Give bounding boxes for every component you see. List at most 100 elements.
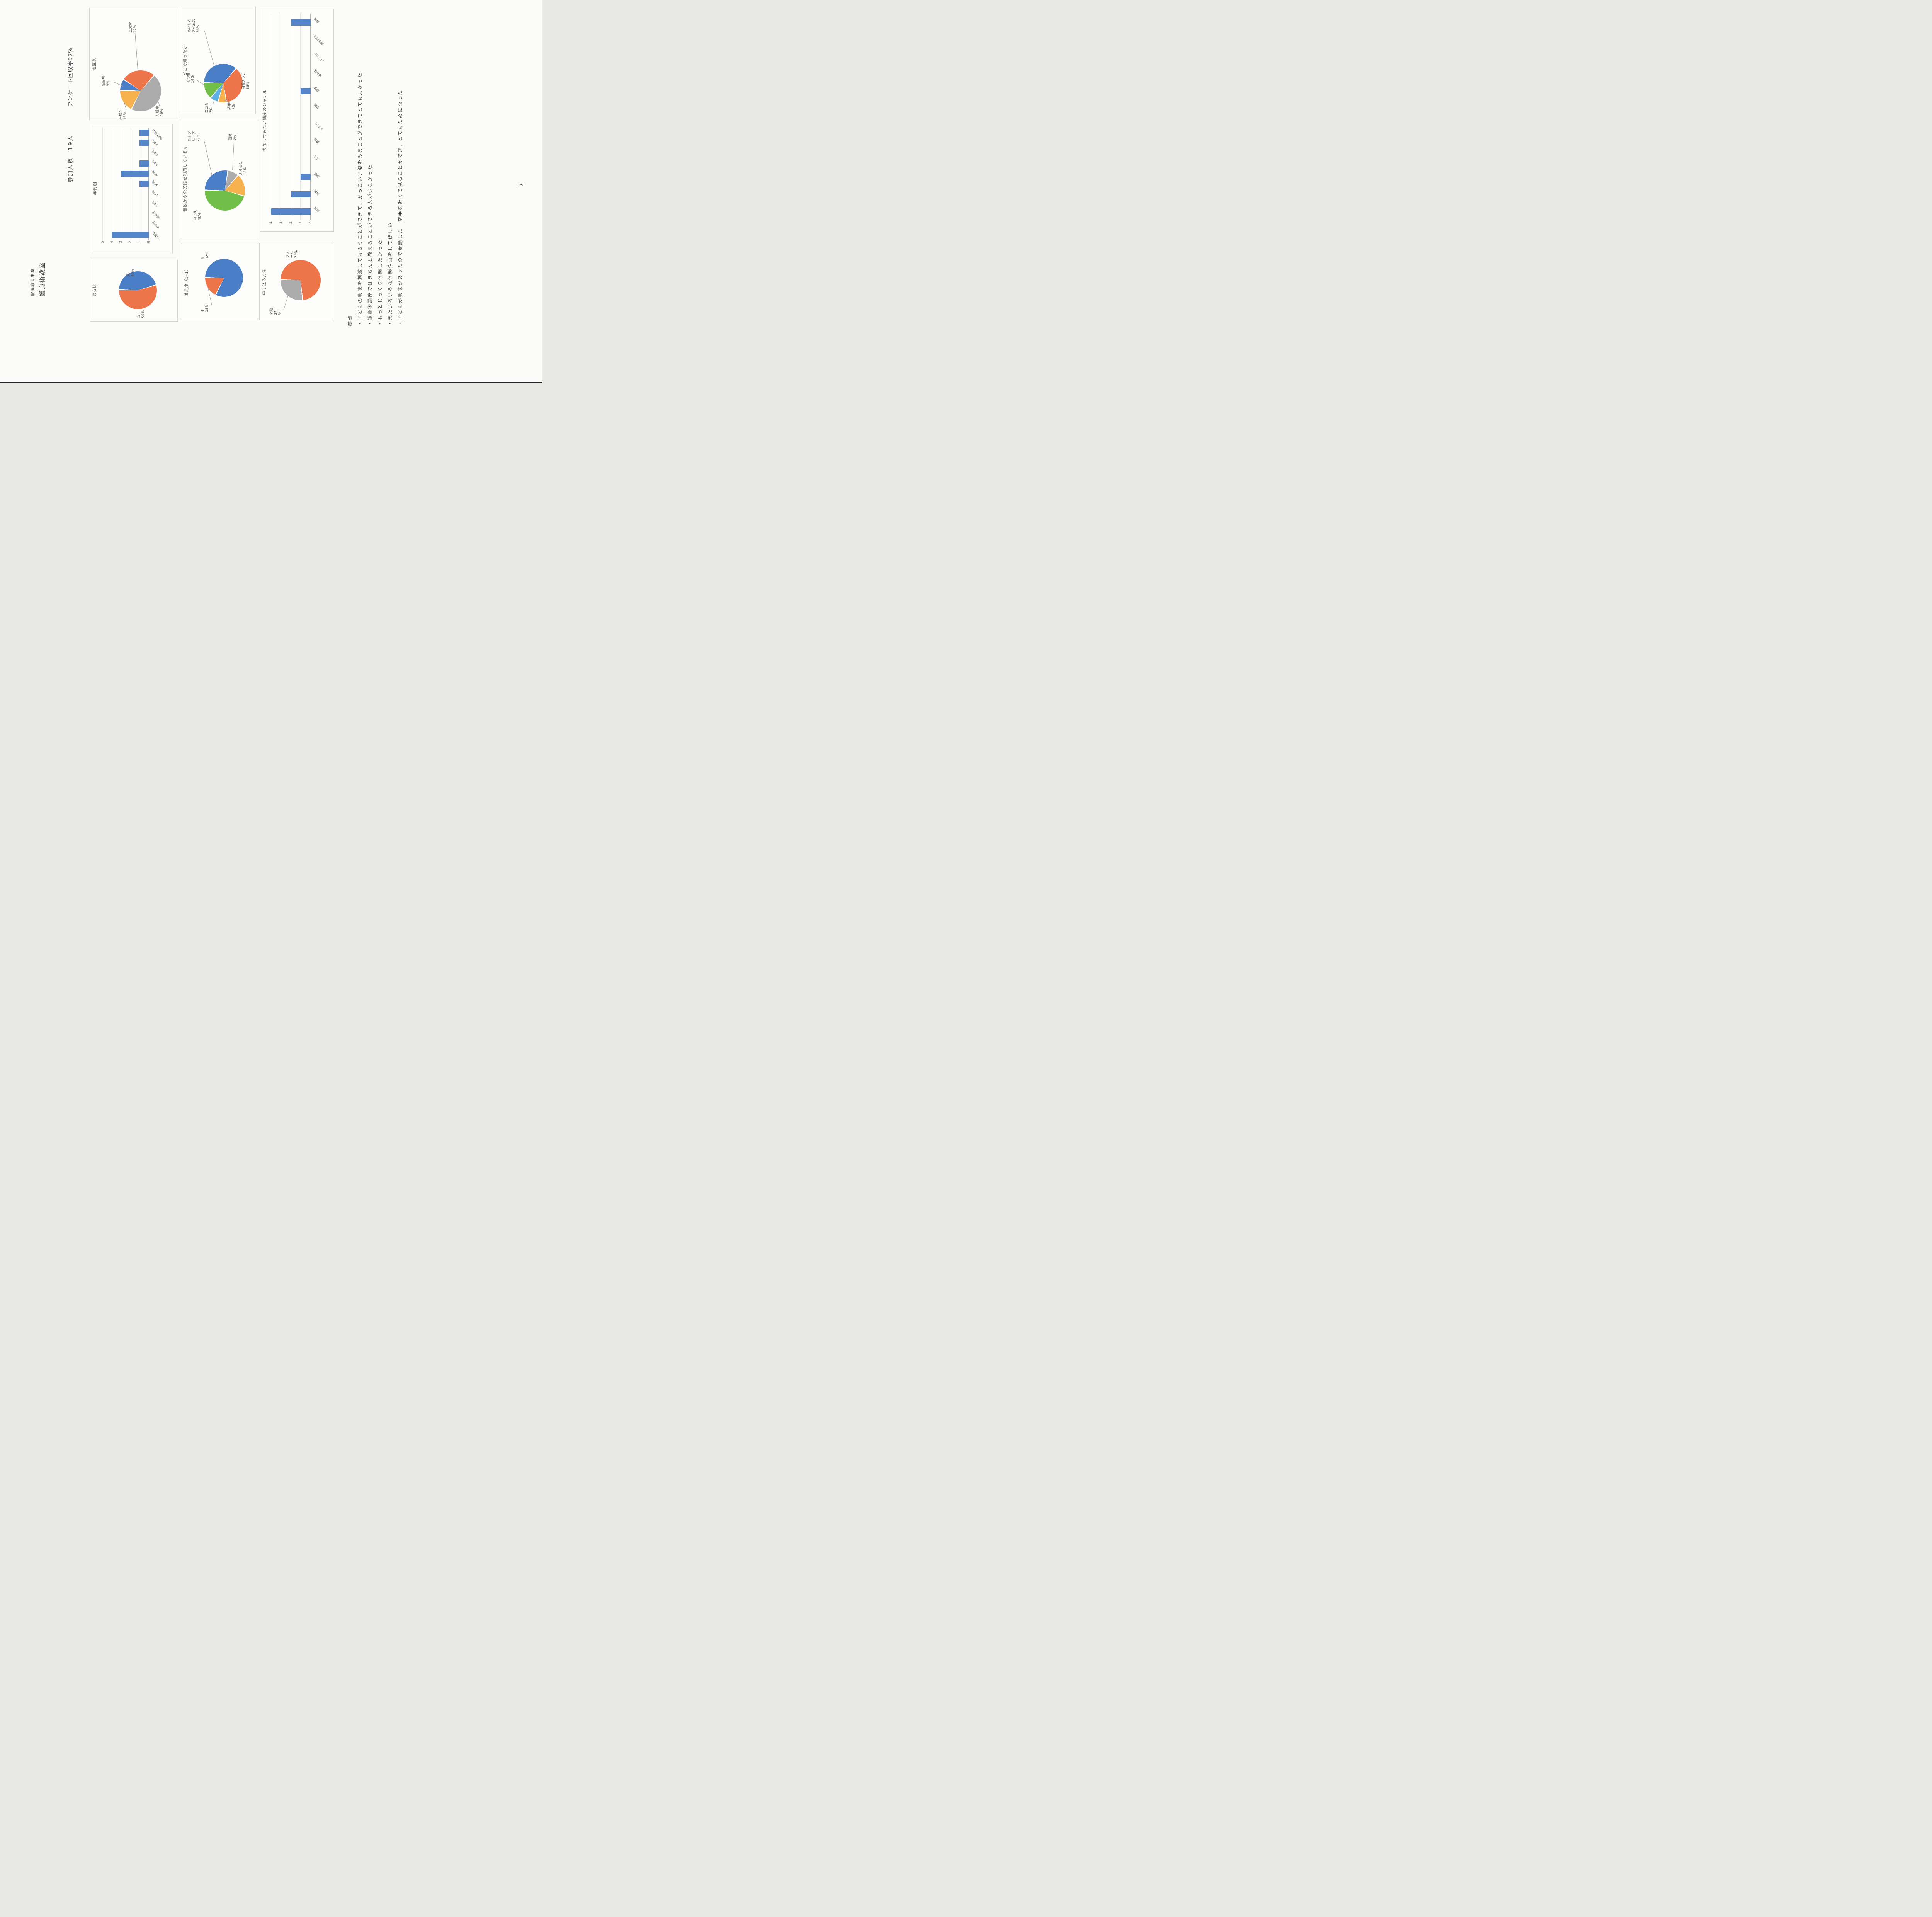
pie-label-line: 55% xyxy=(141,310,146,318)
pie-callout-lines xyxy=(283,295,289,310)
pie-label-line: 舟橋新 xyxy=(119,109,123,120)
pie-label-男: 男 45% xyxy=(127,269,135,277)
category-label-生け花: 生け花 xyxy=(313,68,322,78)
pie-label-団体: 団体 9% xyxy=(229,133,237,140)
chart-genre: 参加してみたい講座のジャンル 0 1 2 3 4 健康 料理 囲碁 文化 舞踊 クラフト 茶道 語学 生け… xyxy=(260,9,334,232)
pie-label-女: 女 55% xyxy=(137,310,146,318)
chart-body-age: 0 1 2 3 4 5 小学生 中学生 高校生 10代 20代 30代 40代 50代 60代 70代 80代以… xyxy=(90,124,172,253)
bar-40代 xyxy=(121,170,149,177)
chart-district: 地区別 新田塚 9% 二の宮 27% 灯明寺 46% 舟橋新 18% xyxy=(89,8,179,120)
pie-label-line: 5 xyxy=(201,257,206,260)
pie-label-line: 82% xyxy=(206,252,210,260)
page-title: 護身術教室 xyxy=(39,261,46,296)
category-label-50代: 50代 xyxy=(151,159,159,167)
bar-料理 xyxy=(291,191,311,197)
pie-label-line: 73% xyxy=(294,250,299,258)
category-label-教養: 教養 xyxy=(313,17,320,24)
category-label-20代: 20代 xyxy=(151,190,159,197)
pie-label-line: フォ xyxy=(286,251,290,258)
participants-count: 参加人数 １9人 xyxy=(68,135,74,182)
pie-label-line: 18% xyxy=(205,304,209,312)
pie-label-line: タイムズ xyxy=(192,19,196,33)
category-label-40代: 40代 xyxy=(151,169,159,177)
axis-value-4: 4 xyxy=(269,221,273,224)
callout-line xyxy=(158,102,161,108)
pie-label-line: 45% xyxy=(131,269,135,277)
chart-body-how-learned: めいしん タイムズ 36% 回覧チラシ 36% 掲示 7% 口コミ 7% その他 14% xyxy=(180,7,255,114)
pie-label-line: ーム xyxy=(290,251,294,258)
axis-value-3: 3 xyxy=(119,241,123,243)
category-label-高校生: 高校生 xyxy=(151,210,160,220)
axis-value-2: 2 xyxy=(128,241,133,243)
chart-satisfaction: 満足度（5-1） 5 82% 4 18% xyxy=(182,243,257,320)
pie-label-line: 27 xyxy=(274,310,278,315)
pie-label-フォーム: フォ ーム 73% xyxy=(286,250,299,258)
pie-label-line: 46% xyxy=(197,212,202,220)
pie-label-line: 9% xyxy=(106,81,111,87)
callout-line xyxy=(114,82,123,87)
pie-label-line: 9% xyxy=(233,135,237,141)
bar-30代 xyxy=(139,180,149,187)
category-label-70代: 70代 xyxy=(151,139,159,146)
pie-label-いいえ: いいえ 46% xyxy=(194,210,202,220)
program-label: 家庭教育事業 xyxy=(30,268,35,296)
pie-label-新田塚: 新田塚 9% xyxy=(102,76,111,86)
bullet-marker: ・ xyxy=(397,320,403,326)
category-label-10代: 10代 xyxy=(151,200,159,208)
pie-label-掲示: 掲示 7% xyxy=(228,103,236,110)
bar-囲碁 xyxy=(301,174,311,180)
pie-callout-lines xyxy=(204,140,235,175)
comment-item: ・子どもが興味があったので受講した 空手を近くで見ることができ、とてもためになっ… xyxy=(395,17,405,326)
pie-label-line: 14% xyxy=(190,75,195,83)
bar-plot xyxy=(102,128,149,240)
pie-label-line: 46% xyxy=(160,109,164,117)
comment-item: ・護身術講座ではきちんと教えることができる人が少なかった xyxy=(365,17,375,326)
scanner-edge-artifact xyxy=(0,382,542,383)
pie-callout-lines xyxy=(114,34,161,110)
bar-健康 xyxy=(271,208,311,215)
category-label-料理: 料理 xyxy=(313,189,320,196)
pie-label-回覧チラシ: 回覧チラシ 36% xyxy=(242,72,250,89)
category-label-中学生: 中学生 xyxy=(151,220,160,230)
callout-line xyxy=(196,79,205,85)
pie-label-line: いいえ xyxy=(193,209,197,220)
pie-label-口コミ: 口コミ 7% xyxy=(205,102,214,113)
comments-section: 感想 ・子どもの興味を刺激してもらうことができて、かっこいい姿をみることができて… xyxy=(346,17,405,326)
category-label-パソコン: パソコン xyxy=(313,51,325,63)
pie-label-line: 団体 xyxy=(228,133,233,141)
pie-label-line: 27% xyxy=(196,134,201,142)
bar-80代以上 xyxy=(139,130,149,136)
category-label-80代以上: 80代以上 xyxy=(151,129,163,141)
pie-label-二の宮: 二の宮 27% xyxy=(129,22,138,33)
comment-text: 子どもが興味があったので受講した 空手を近くで見ることができ、とてもためになった xyxy=(397,89,403,320)
pie-label-line: 回覧チラシ xyxy=(242,72,246,90)
callout-line xyxy=(224,100,230,104)
pie-callout-lines xyxy=(196,30,230,106)
pie-label-line: めいしん xyxy=(188,19,192,33)
chart-how-learned: どこで知ったか めいしん タイムズ 36% 回覧チラシ 36% 掲示 7% 口コミ 7% その他 1… xyxy=(180,7,256,114)
chart-body-district: 新田塚 9% 二の宮 27% 灯明寺 46% 舟橋新 18% xyxy=(90,8,179,120)
axis-value-0: 0 xyxy=(309,221,313,224)
pie-label-ふらっと: ふらっと 18% xyxy=(239,161,248,175)
bullet-marker: ・ xyxy=(377,320,383,326)
chart-body-facility-use: 自主グ ループ 27% 団体 9% ふらっと 18% いいえ 46% xyxy=(180,119,257,238)
pie-label-line: 4 xyxy=(201,310,205,312)
gridline-5 xyxy=(102,128,103,240)
pie-label-line: 7% xyxy=(232,104,236,110)
pie-label-line: 来館 xyxy=(270,308,274,315)
gridline-0 xyxy=(310,14,311,220)
pie-label-line: 女 xyxy=(137,314,141,318)
bar-plot xyxy=(270,14,311,220)
category-label-小学生: 小学生 xyxy=(151,230,160,240)
pie-label-line: 男 xyxy=(126,273,131,277)
axis-value-0: 0 xyxy=(146,241,151,243)
comment-text: もっとじっくり体験したかった xyxy=(377,239,383,320)
pie-label-line: その他 xyxy=(186,72,190,83)
pie-label-line: 新田塚 xyxy=(102,76,106,87)
bar-語学 xyxy=(301,88,311,94)
bar-小学生 xyxy=(112,232,149,238)
category-label-健康: 健康 xyxy=(313,206,320,213)
pie-label-舟橋新: 舟橋新 18% xyxy=(119,109,128,120)
